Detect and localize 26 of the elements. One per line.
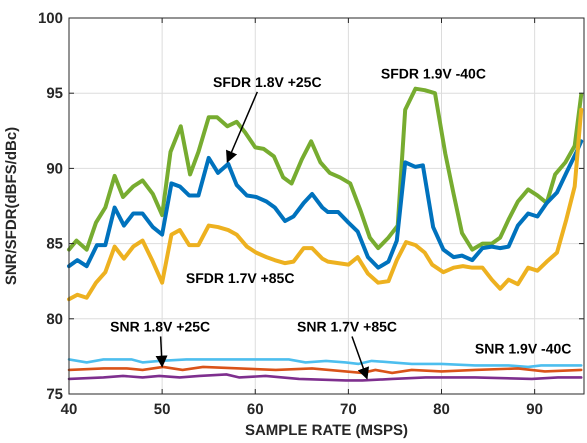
annotation: SNR 1.7V +85C xyxy=(297,318,398,334)
y-tick-label: 85 xyxy=(46,236,63,253)
y-tick-label: 100 xyxy=(38,10,63,27)
line-series xyxy=(68,358,583,368)
x-axis-title: SAMPLE RATE (MSPS) xyxy=(244,422,408,439)
line-series xyxy=(68,366,583,374)
annotation: SFDR 1.9V -40C xyxy=(380,66,486,82)
x-tick-label: 80 xyxy=(433,401,450,418)
x-tick-label: 50 xyxy=(154,401,170,418)
y-tick-label: 80 xyxy=(46,310,63,328)
x-tick-label: 90 xyxy=(526,401,543,418)
x-tick-label: 40 xyxy=(60,401,78,418)
x-tick-label: 70 xyxy=(340,401,357,418)
line-series xyxy=(67,86,584,252)
line-series xyxy=(67,139,584,270)
annotation: SFDR 1.7V +85C xyxy=(186,270,294,286)
y-tick-label: 75 xyxy=(46,386,63,403)
line-series xyxy=(68,373,583,382)
x-tick-label: 60 xyxy=(246,401,264,418)
annotation: SNR 1.9V -40C xyxy=(474,340,572,356)
annotation: SNR 1.8V +25C xyxy=(110,318,210,334)
y-tick-label: 95 xyxy=(46,85,63,102)
y-tick-label: 90 xyxy=(46,160,63,178)
annotation: SFDR 1.8V +25C xyxy=(213,74,322,90)
line-series xyxy=(67,108,584,302)
y-axis-title: SNR/SFDR(dBFS/dBc) xyxy=(3,126,20,286)
